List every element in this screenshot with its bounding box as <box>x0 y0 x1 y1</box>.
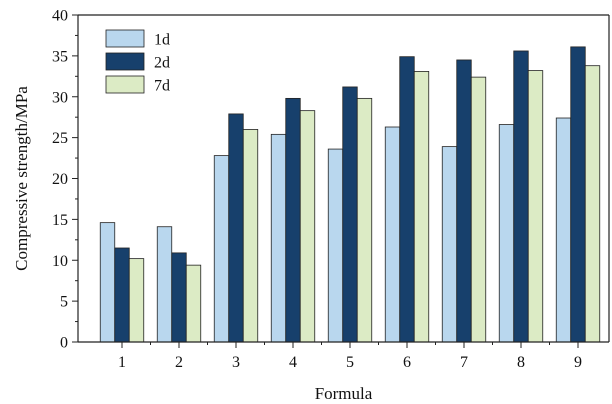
bar-2d-formula-1 <box>114 247 130 343</box>
bar-2d-formula-9 <box>570 46 586 343</box>
bar-2d-formula-8 <box>513 50 529 343</box>
legend-label-2d: 2d <box>154 55 170 72</box>
legend: 1d 2d 7d <box>105 29 170 95</box>
bar-1d-formula-7 <box>441 146 458 343</box>
bar-7d-formula-3 <box>242 129 259 343</box>
bar-7d-formula-4 <box>299 110 316 343</box>
legend-swatch-7d <box>105 75 145 94</box>
y-tick-label: 35 <box>52 48 68 65</box>
y-tick-label: 5 <box>60 294 68 311</box>
x-tick-label: 1 <box>118 354 126 371</box>
y-tick-label: 40 <box>52 8 68 25</box>
bar-7d-formula-2 <box>185 264 202 343</box>
legend-label-1d: 1d <box>154 32 170 49</box>
y-tick-label: 10 <box>52 253 68 270</box>
y-axis-label: Compressive strength/MPa <box>12 86 31 271</box>
bar-2d-formula-6 <box>399 56 415 343</box>
x-tick-label: 7 <box>460 354 468 371</box>
x-tick-label: 3 <box>232 354 240 371</box>
y-tick-label: 25 <box>52 130 68 147</box>
bar-7d-formula-6 <box>413 71 430 343</box>
y-tick-label: 15 <box>52 212 68 229</box>
y-tick-label: 30 <box>52 89 68 106</box>
legend-swatch-2d <box>105 52 145 71</box>
bar-1d-formula-4 <box>270 133 287 343</box>
bar-1d-formula-8 <box>498 124 515 343</box>
y-tick-label: 20 <box>52 171 68 188</box>
bar-1d-formula-5 <box>327 148 344 343</box>
bars-layer <box>99 46 601 343</box>
x-axis-label: Formula <box>315 384 373 403</box>
bar-1d-formula-1 <box>99 222 116 343</box>
bar-1d-formula-6 <box>384 126 401 343</box>
x-tick-label: 2 <box>175 354 183 371</box>
bar-1d-formula-9 <box>555 117 572 343</box>
x-tick-label: 8 <box>517 354 525 371</box>
bar-7d-formula-7 <box>470 76 487 343</box>
x-tick-label: 5 <box>346 354 354 371</box>
bar-2d-formula-2 <box>171 252 187 343</box>
x-tick-label: 6 <box>403 354 411 371</box>
bar-1d-formula-2 <box>156 226 173 343</box>
bar-1d-formula-3 <box>213 155 230 343</box>
x-tick-label: 4 <box>289 354 297 371</box>
y-tick-label: 0 <box>60 335 68 352</box>
bar-2d-formula-7 <box>456 59 472 343</box>
bar-7d-formula-9 <box>584 65 601 343</box>
ticks-layer: 0 5 10 15 20 25 30 35 40 1 2 3 4 5 6 7 8 9 <box>52 8 582 372</box>
bar-7d-formula-1 <box>128 258 145 343</box>
legend-label-7d: 7d <box>154 78 170 95</box>
bar-2d-formula-3 <box>228 113 244 343</box>
bar-7d-formula-8 <box>527 70 544 343</box>
legend-swatch-1d <box>105 29 145 48</box>
bar-2d-formula-5 <box>342 86 358 343</box>
bar-7d-formula-5 <box>356 97 373 343</box>
x-tick-label: 9 <box>574 354 582 371</box>
bar-2d-formula-4 <box>285 97 301 343</box>
